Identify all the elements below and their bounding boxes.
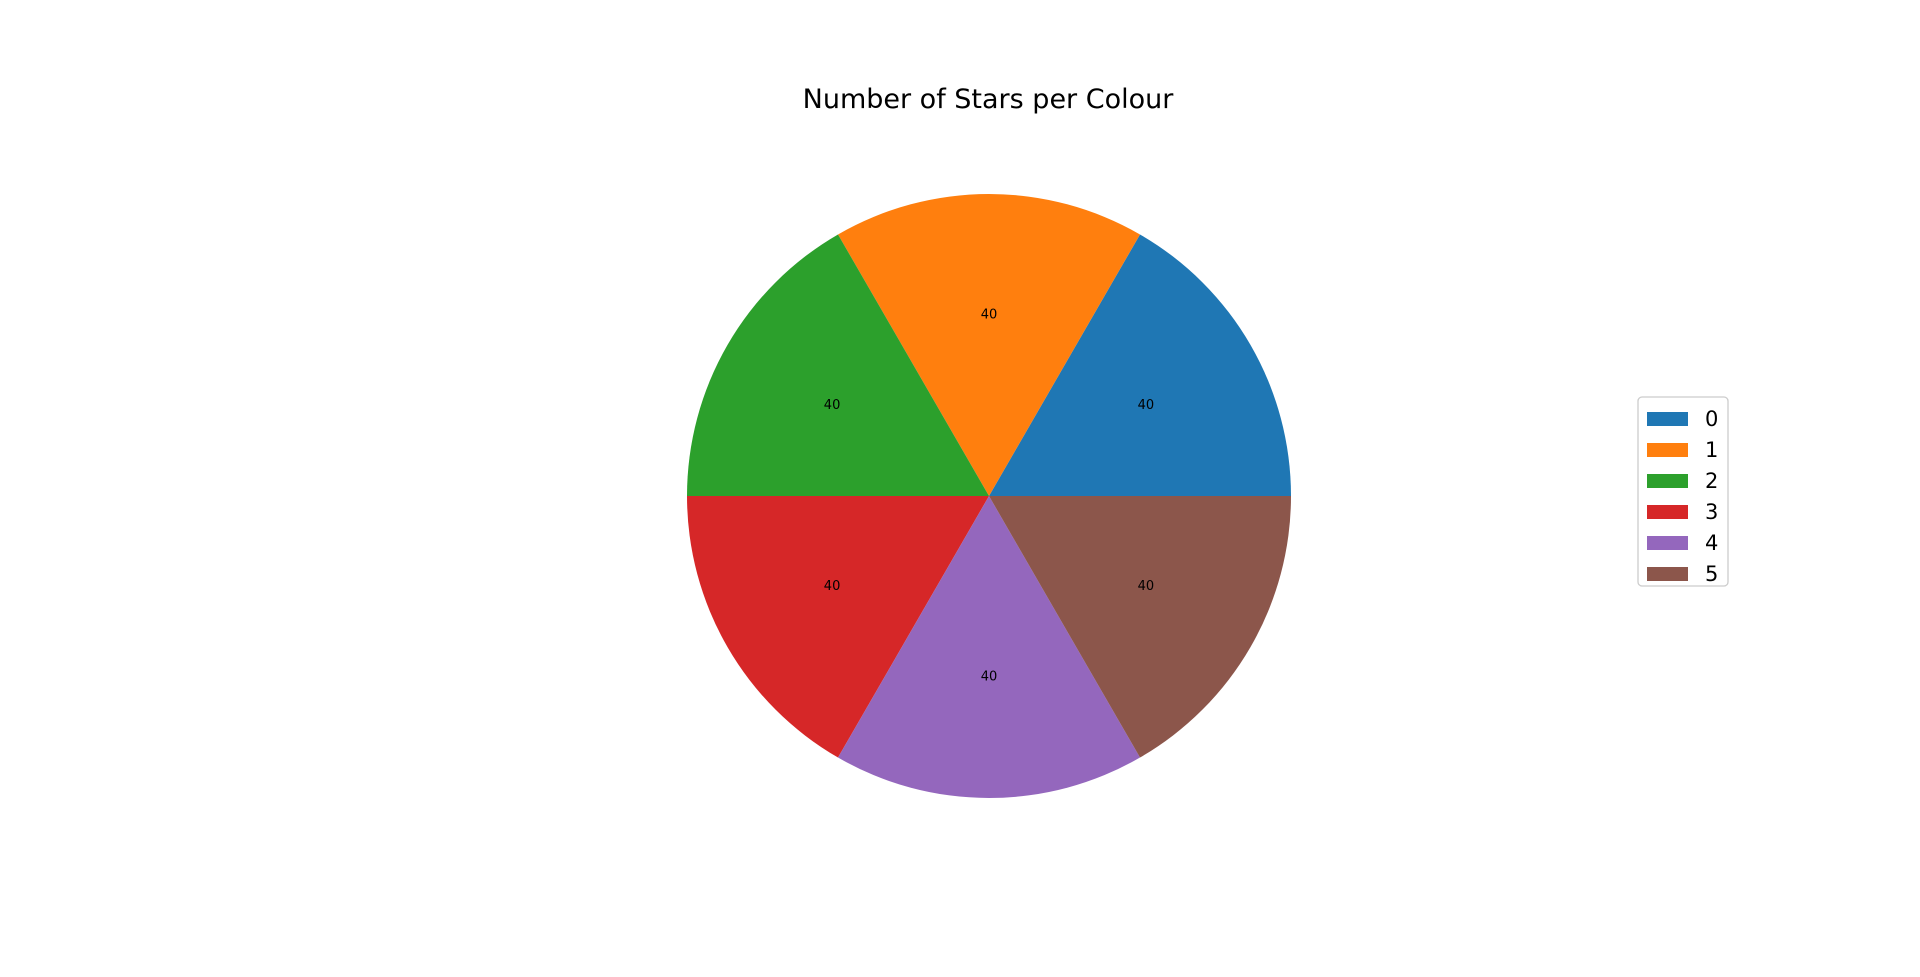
legend: 0 1 2 3 4 5 — [1637, 396, 1729, 587]
slice-value-label-1: 40 — [981, 307, 998, 322]
legend-swatch-1 — [1647, 443, 1688, 457]
legend-swatch-0 — [1647, 412, 1688, 426]
pie-slice-4 — [838, 496, 1140, 798]
pie-slice-labels: 40 40 40 40 40 40 — [824, 307, 1154, 684]
legend-swatch-2 — [1647, 474, 1688, 488]
legend-entries: 0 1 2 3 4 5 — [1647, 407, 1718, 586]
pie-slice-1 — [838, 193, 1140, 496]
legend-swatch-5 — [1647, 567, 1688, 581]
slice-value-label-2: 40 — [824, 398, 841, 413]
pie-slice-0 — [989, 234, 1291, 496]
chart-title: Number of Stars per Colour — [803, 84, 1175, 115]
slice-value-label-4: 40 — [981, 670, 998, 685]
legend-label-0: 0 — [1705, 407, 1718, 431]
legend-swatch-3 — [1647, 505, 1688, 519]
legend-label-1: 1 — [1705, 438, 1718, 462]
legend-label-3: 3 — [1705, 500, 1718, 524]
pie-slice-5 — [989, 496, 1291, 758]
slice-value-label-0: 40 — [1138, 398, 1155, 413]
legend-label-4: 4 — [1705, 531, 1718, 555]
slice-value-label-3: 40 — [824, 579, 841, 594]
pie-slices — [687, 193, 1291, 798]
slice-value-label-5: 40 — [1138, 579, 1155, 594]
pie-slice-3 — [687, 496, 989, 758]
pie-slice-2 — [687, 234, 989, 496]
legend-label-5: 5 — [1705, 562, 1718, 586]
legend-label-2: 2 — [1705, 469, 1718, 493]
legend-swatch-4 — [1647, 536, 1688, 550]
